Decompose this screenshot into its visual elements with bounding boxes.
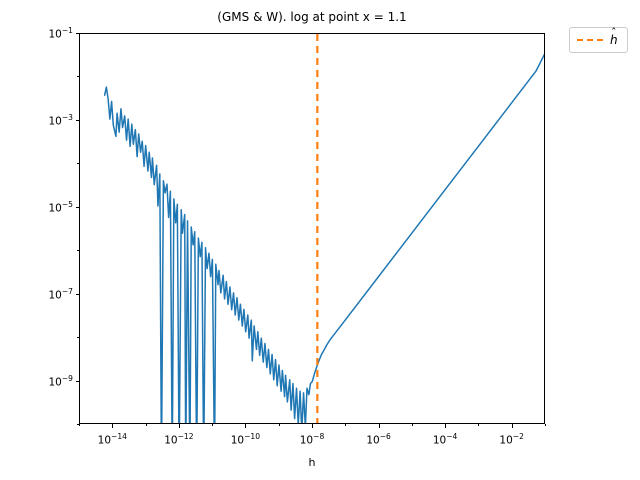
y-major-tick — [75, 33, 79, 34]
x-tick-label: 10−8 — [299, 432, 325, 447]
y-major-tick — [75, 380, 79, 382]
y-tick-label: 10−7 — [48, 286, 73, 301]
legend-label-base: h — [610, 33, 618, 47]
x-axis-label: h — [308, 456, 316, 469]
x-major-tick — [245, 424, 247, 428]
error-curve — [103, 53, 544, 423]
plot-axes-area — [79, 33, 545, 424]
x-major-tick — [112, 424, 114, 428]
y-major-tick — [75, 206, 79, 208]
y-minor-tick — [77, 250, 79, 252]
x-tick-label: 10−6 — [366, 432, 391, 447]
y-tick-label: 10−5 — [48, 199, 73, 215]
x-tick-label: 10−12 — [164, 432, 194, 447]
y-tick-label: 10−1 — [48, 25, 73, 41]
y-tick-label: 10−9 — [48, 373, 73, 388]
x-tick-label: 10−10 — [230, 432, 261, 447]
y-major-tick — [75, 119, 79, 121]
x-major-tick — [178, 424, 180, 428]
x-tick-label: 10−14 — [97, 432, 127, 447]
x-major-tick — [378, 424, 380, 428]
x-minor-tick — [545, 424, 546, 426]
plot-canvas — [103, 34, 544, 423]
x-tick-label: 10−4 — [432, 432, 458, 447]
hat-accent: ˆ — [611, 26, 617, 39]
x-major-tick — [511, 424, 513, 428]
y-minor-tick — [77, 76, 79, 78]
x-minor-tick — [212, 424, 214, 426]
y-minor-tick — [77, 163, 79, 165]
x-minor-tick — [278, 424, 280, 426]
y-minor-tick — [77, 337, 79, 339]
x-tick-label: 10−2 — [499, 432, 524, 447]
chart-title: (GMS & W). log at point x = 1.1 — [217, 10, 407, 24]
x-major-tick — [312, 424, 313, 428]
legend-dashed-line-icon — [577, 39, 603, 41]
y-tick-label: 10−3 — [48, 112, 73, 128]
x-minor-tick — [79, 424, 80, 426]
x-major-tick — [445, 424, 447, 428]
x-minor-tick — [345, 424, 347, 426]
y-major-tick — [75, 293, 79, 295]
x-minor-tick — [478, 424, 480, 426]
y-minor-tick — [77, 424, 79, 425]
x-minor-tick — [145, 424, 147, 426]
x-minor-tick — [411, 424, 413, 426]
